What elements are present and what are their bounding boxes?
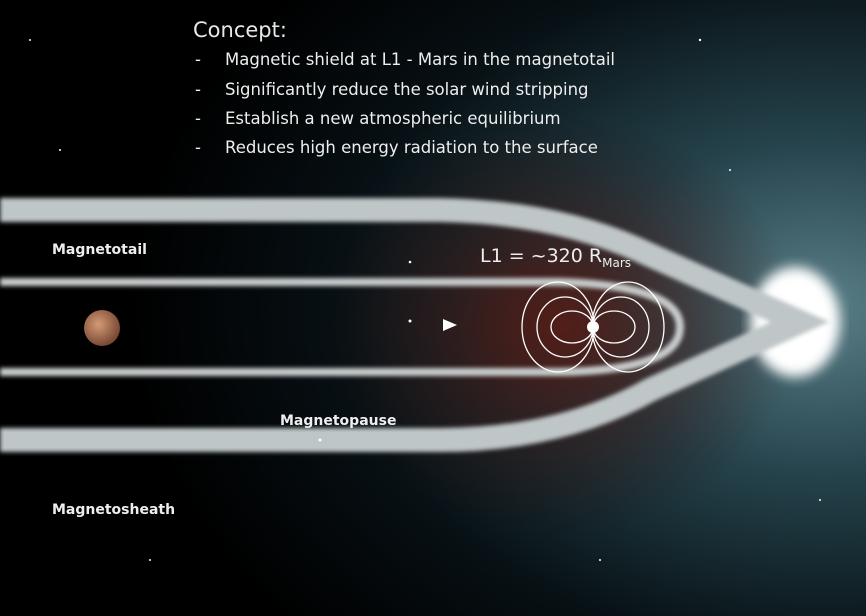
bullet-marker: - — [195, 80, 225, 99]
magnetosheath-label: Magnetosheath — [52, 502, 175, 518]
shield — [587, 321, 599, 333]
mars — [84, 310, 120, 346]
l1-label: L1 = ~320 RMars — [480, 245, 631, 270]
bullet-text: Magnetic shield at L1 - Mars in the magn… — [225, 50, 615, 69]
magnetotail-label: Magnetotail — [52, 242, 147, 258]
bullet: -Establish a new atmospheric equilibrium — [195, 109, 561, 128]
l1-subscript: Mars — [602, 256, 631, 270]
bullet-marker: - — [195, 138, 225, 157]
slide: Concept: -Magnetic shield at L1 - Mars i… — [0, 0, 866, 616]
bullet: -Reduces high energy radiation to the su… — [195, 138, 598, 157]
bullet-text: Reduces high energy radiation to the sur… — [225, 138, 598, 157]
bullet: -Significantly reduce the solar wind str… — [195, 80, 589, 99]
glow — [320, 115, 800, 535]
bullet-text: Establish a new atmospheric equilibrium — [225, 109, 561, 128]
l1-text: L1 = ~320 R — [480, 245, 602, 267]
magnetopause-label: Magnetopause — [280, 413, 396, 429]
bullet: -Magnetic shield at L1 - Mars in the mag… — [195, 50, 615, 69]
bullet-marker: - — [195, 109, 225, 128]
concept-title: Concept: — [193, 18, 287, 42]
bullet-text: Significantly reduce the solar wind stri… — [225, 80, 589, 99]
bullet-marker: - — [195, 50, 225, 69]
